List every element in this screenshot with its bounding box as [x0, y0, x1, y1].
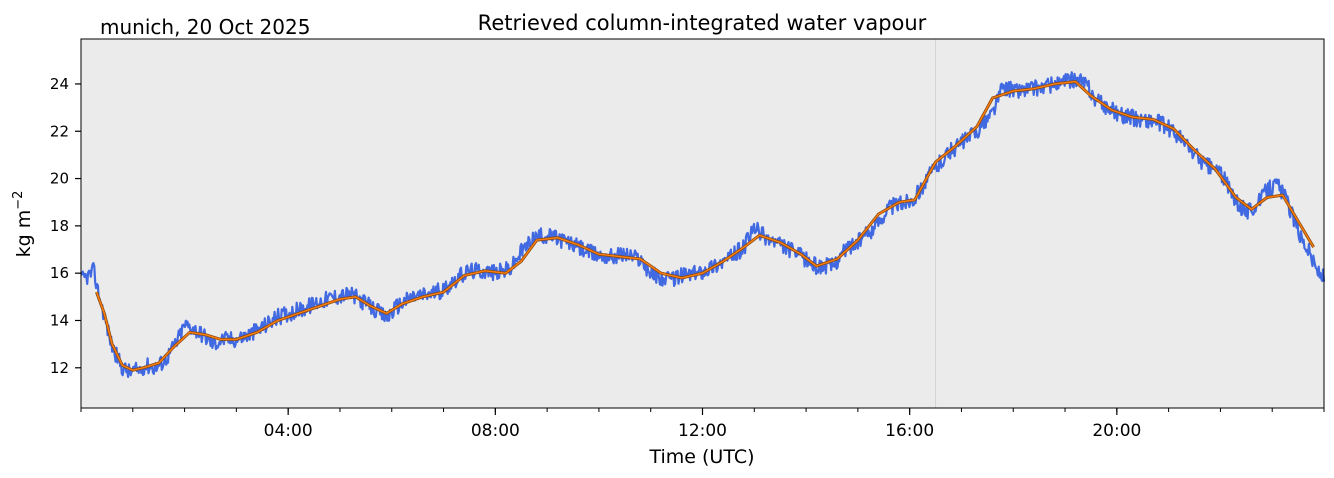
y-axis-ticks: 12 14 16 18 20 22 24: [50, 75, 81, 377]
x-tick-label: 20:00: [1092, 421, 1141, 441]
y-tick-label: 24: [50, 75, 69, 93]
x-axis-ticks: 04:00 08:00 12:00 16:00 20:00: [81, 408, 1324, 441]
y-tick-label: 20: [50, 170, 69, 188]
x-tick-label: 12:00: [678, 421, 727, 441]
x-axis-label: Time (UTC): [648, 446, 754, 468]
y-tick-label: 14: [50, 311, 69, 329]
plot-background: [81, 39, 1324, 408]
y-tick-label: 18: [50, 217, 69, 235]
x-tick-label: 04:00: [264, 421, 313, 441]
y-tick-label: 22: [50, 122, 69, 140]
y-axis-label-base: kg m: [13, 210, 35, 258]
location-date-label: munich, 20 Oct 2025: [100, 15, 310, 39]
y-axis-label: kg m−2: [11, 191, 35, 258]
y-axis-label-exponent: −2: [11, 191, 26, 210]
y-tick-label: 12: [50, 359, 69, 377]
y-tick-label: 16: [50, 264, 69, 282]
water-vapour-chart: 04:00 08:00 12:00 16:00 20:00 12 14 16 18 20 22 24…: [0, 0, 1334, 478]
chart-title: Retrieved column-integrated water vapour: [478, 11, 927, 35]
x-tick-label: 16:00: [885, 421, 934, 441]
x-tick-label: 08:00: [471, 421, 520, 441]
